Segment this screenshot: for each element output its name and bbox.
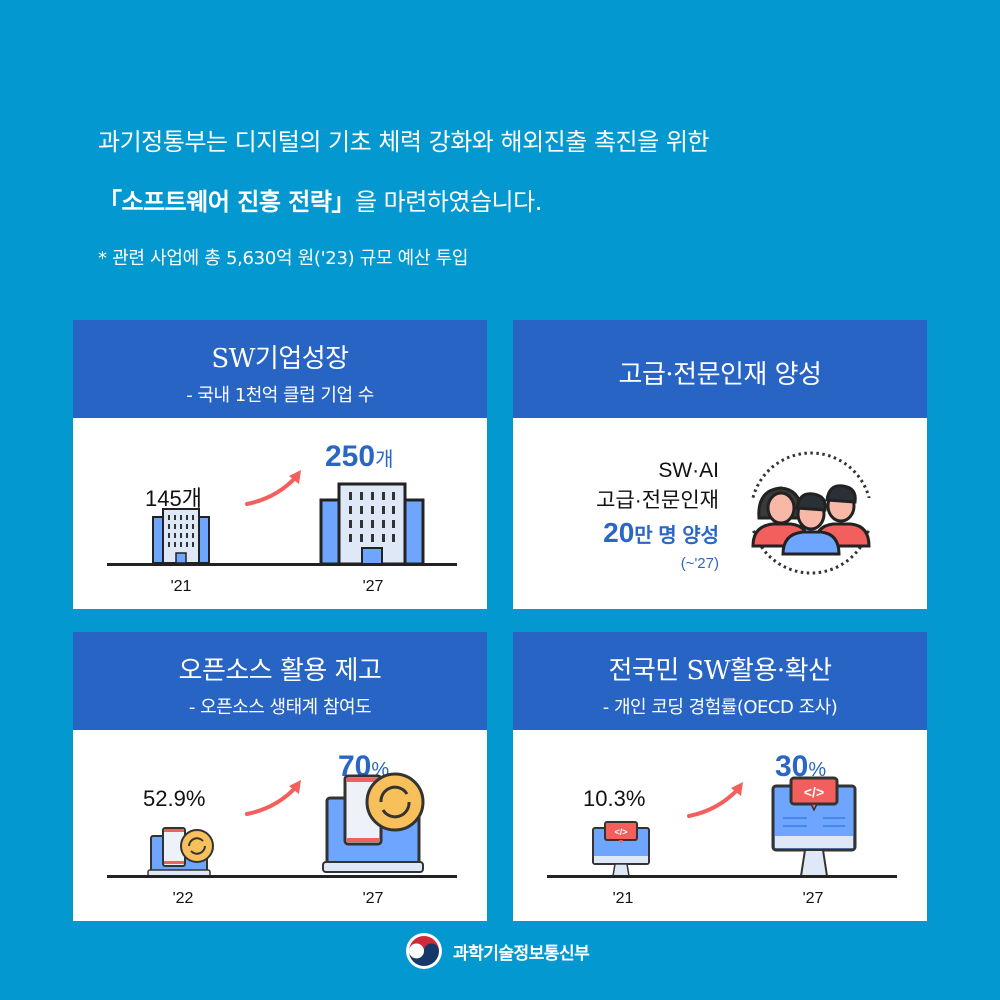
card-header: 전국민 SW활용·확산 - 개인 코딩 경험률(OECD 조사)	[513, 632, 927, 730]
laptop-sync-small-icon	[147, 827, 214, 877]
card-talent-development: 고급·전문인재 양성 SW·AI 고급·전문인재 20만 명 양성 (~'27)	[513, 320, 927, 609]
card-open-source: 오픈소스 활용 제고 - 오픈소스 생태계 참여도 52.9% 70% '22 …	[73, 632, 487, 921]
card-title: 전국민 SW활용·확산	[608, 656, 832, 686]
card-title: SW기업성장	[211, 344, 349, 374]
card-subtitle: - 개인 코딩 경험률(OECD 조사)	[602, 697, 838, 718]
talent-info: SW·AI 고급·전문인재 20만 명 양성 (~'27)	[596, 456, 719, 572]
from-value: 145개	[145, 486, 202, 511]
ministry-name: 과학기술정보통신부	[453, 943, 590, 964]
to-year: '27	[802, 890, 824, 907]
timeline-baseline	[107, 563, 457, 566]
from-value: 52.9%	[143, 786, 206, 811]
intro-line-2: 「소프트웨어 진흥 전략」을 마련하였습니다.	[98, 182, 542, 217]
to-year: '27	[362, 890, 384, 907]
laptop-sync-large-icon	[322, 772, 425, 873]
government-emblem-icon	[406, 933, 442, 969]
card-header: SW기업성장 - 국내 1천억 클럽 기업 수	[73, 320, 487, 418]
card-title: 고급·전문인재 양성	[618, 360, 822, 390]
card-national-sw-usage: 전국민 SW활용·확산 - 개인 코딩 경험률(OECD 조사) 10.3% 3…	[513, 632, 927, 921]
to-year: '27	[362, 578, 384, 595]
talent-target: 20만 명 양성	[603, 517, 719, 548]
strategy-name: 「소프트웨어 진흥 전략」	[98, 188, 355, 216]
people-group-icon	[745, 451, 877, 575]
monitor-code-small-icon: </>	[592, 821, 650, 877]
intro-line-1: 과기정통부는 디지털의 기초 체력 강화와 해외진출 촉진을 위한	[98, 128, 709, 156]
budget-note: * 관련 사업에 총 5,630억 원('23) 규모 예산 투입	[98, 248, 469, 269]
card-header: 고급·전문인재 양성	[513, 320, 927, 418]
from-value: 10.3%	[583, 786, 646, 811]
ministry-footer: 과학기술정보통신부	[405, 932, 590, 970]
intro-line-2-rest: 을 마련하였습니다.	[354, 188, 542, 216]
talent-line-2: 고급·전문인재	[596, 489, 719, 512]
card-header: 오픈소스 활용 제고 - 오픈소스 생태계 참여도	[73, 632, 487, 730]
card-subtitle: - 국내 1천억 클럽 기업 수	[186, 385, 374, 406]
card-title: 오픈소스 활용 제고	[178, 656, 382, 686]
svg-text:</>: </>	[804, 784, 824, 800]
growth-arrow-icon	[687, 782, 743, 818]
timeline-baseline	[547, 875, 897, 878]
office-building-small-icon	[152, 508, 210, 564]
growth-arrow-icon	[245, 780, 301, 816]
from-year: '21	[170, 578, 192, 595]
card-sw-company-growth: SW기업성장 - 국내 1천억 클럽 기업 수 145개 250개	[73, 320, 487, 609]
card-subtitle: - 오픈소스 생태계 참여도	[188, 697, 372, 718]
growth-arrow-icon	[245, 470, 301, 506]
talent-period: (~'27)	[680, 555, 719, 572]
monitor-code-large-icon: </>	[771, 776, 857, 877]
from-year: '22	[172, 890, 194, 907]
office-building-large-icon	[319, 482, 425, 566]
from-year: '21	[612, 890, 634, 907]
timeline-baseline	[107, 875, 457, 878]
to-value: 250개	[325, 440, 394, 473]
svg-text:</>: </>	[614, 827, 627, 837]
talent-line-1: SW·AI	[658, 459, 719, 482]
